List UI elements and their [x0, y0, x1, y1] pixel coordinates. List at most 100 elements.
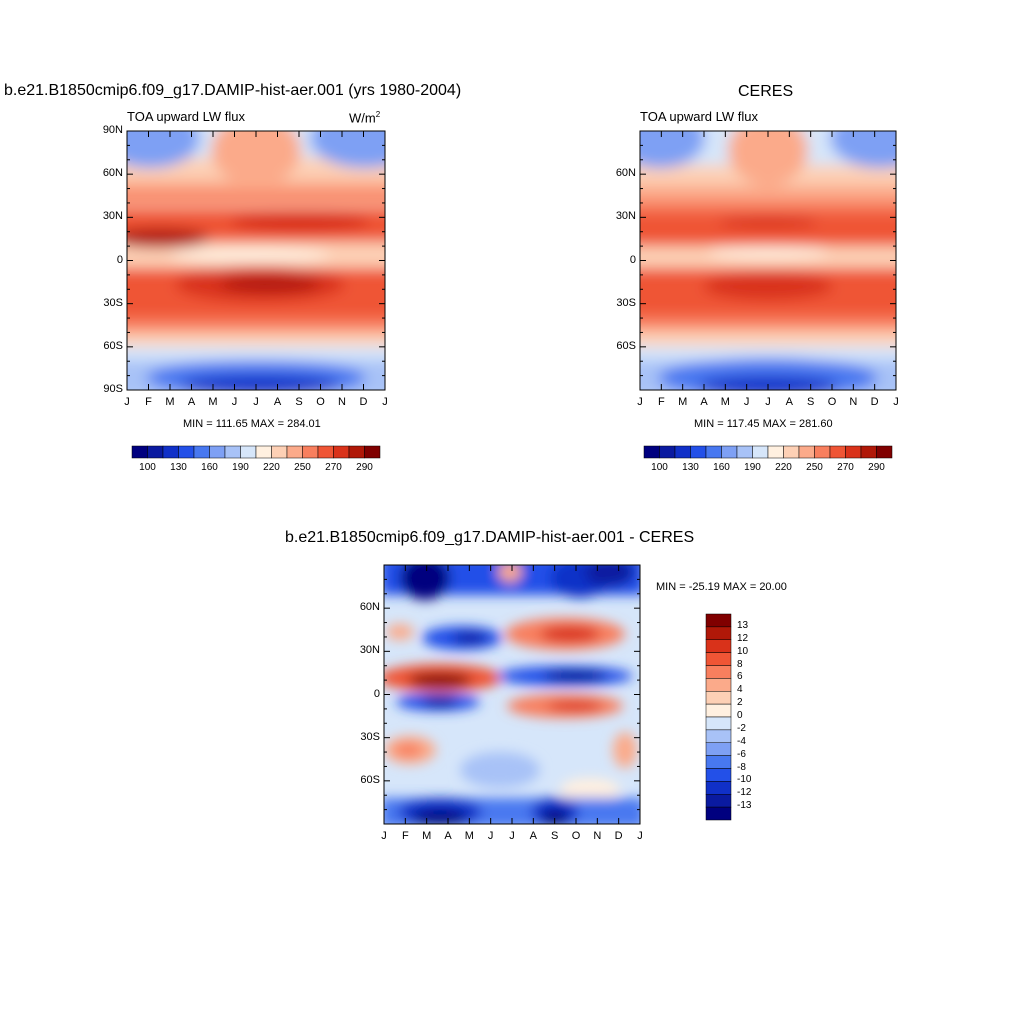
x-tick-label: A: [529, 830, 537, 842]
x-tick-label: J: [509, 830, 515, 842]
panel2-colorbar-swatch: [643, 445, 660, 459]
panel3-colorbar-label: 2: [737, 697, 743, 709]
x-tick-label: S: [806, 396, 815, 408]
panel1-colorbar-swatch: [162, 445, 179, 459]
panel1-colorbar-label: 190: [232, 462, 249, 473]
panel1-units: W/m2: [349, 110, 380, 125]
panel3-colorbar-label: 6: [737, 671, 743, 683]
panel3-colorbar-label: 12: [737, 632, 749, 644]
panel2-colorbar-swatch: [860, 445, 877, 459]
panel3-colorbar-label: -4: [737, 735, 746, 747]
y-tick-label: 30N: [102, 210, 123, 223]
x-tick-label: S: [550, 830, 559, 842]
panel2-colorbar-swatch: [705, 445, 722, 459]
panel1-colorbar-label: 220: [263, 462, 280, 473]
panel1-colorbar-label: 250: [294, 462, 311, 473]
x-tick-label: M: [464, 830, 474, 842]
x-tick-label: N: [593, 830, 602, 842]
panel1-colorbar-label: 270: [325, 462, 342, 473]
y-tick-label: 30S: [103, 296, 123, 309]
panel1-field: [127, 131, 385, 390]
x-tick-label: J: [743, 396, 750, 408]
panel2-colorbar-swatch: [767, 445, 784, 459]
x-tick-label: J: [765, 396, 771, 408]
panel2-colorbar-swatch: [845, 445, 862, 459]
panel3-colorbar-label: 0: [737, 710, 743, 721]
panel1-units-text: W/m: [349, 110, 376, 126]
x-tick-label: J: [637, 830, 643, 842]
x-tick-label: S: [295, 396, 303, 408]
panel2-colorbar-swatch: [674, 445, 691, 459]
panel2-colorbar-label: 250: [806, 462, 823, 473]
panel3-colorbar-swatch: [705, 742, 732, 756]
panel1-colorbar-swatch: [209, 445, 226, 459]
panel1-colorbar-swatch: [302, 445, 319, 459]
panel3-colorbar-swatch: [705, 768, 732, 782]
panel2-colorbar-swatch: [814, 445, 831, 459]
panel2-colorbar-label: 270: [837, 462, 854, 473]
panel2-colorbar-swatch: [829, 445, 846, 459]
panel2-colorbar-label: 130: [682, 462, 699, 473]
panel3-title: b.e21.B1850cmip6.f09_g17.DAMIP-hist-aer.…: [285, 529, 695, 546]
x-tick-label: D: [359, 396, 368, 408]
panel3-colorbar-swatch: [705, 703, 732, 718]
panel3-colorbar-swatch: [705, 613, 732, 628]
panel3-colorbar-label: -2: [737, 722, 746, 734]
panel1-colorbar-label: 100: [139, 462, 156, 473]
x-tick-label: O: [316, 396, 325, 408]
panel3-colorbar-label: -8: [737, 761, 746, 773]
panel1-colorbar-swatch: [271, 445, 288, 459]
x-tick-label: D: [870, 396, 879, 408]
y-tick-label: 30S: [616, 296, 636, 309]
x-tick-label: O: [827, 396, 837, 408]
panel2-colorbar-swatch: [736, 445, 753, 459]
panel3-colorbar-swatch: [705, 794, 732, 808]
panel2-stats: MIN = 117.45 MAX = 281.60: [694, 418, 833, 430]
y-tick-label: 90S: [103, 383, 123, 395]
x-tick-label: M: [720, 396, 730, 408]
panel1-colorbar-label: 130: [170, 462, 187, 473]
x-tick-label: J: [381, 830, 387, 842]
x-tick-label: F: [145, 396, 152, 408]
x-tick-label: A: [273, 396, 282, 408]
y-tick-label: 60S: [360, 773, 380, 786]
panel1-colorbar-swatch: [131, 445, 148, 459]
colorbar-layer: [131, 445, 893, 821]
panel2-colorbar-swatch: [783, 445, 800, 459]
panel2-colorbar-swatch: [659, 445, 676, 459]
panel1-colorbar-swatch: [255, 445, 272, 459]
y-tick-label: 0: [116, 253, 123, 266]
y-tick-label: 60N: [102, 167, 123, 180]
panel3-colorbar-swatch: [705, 639, 732, 653]
panel2-colorbar-label: 100: [651, 462, 668, 473]
panel1-colorbar-swatch: [147, 445, 164, 459]
panel3-colorbar-label: 4: [737, 684, 743, 696]
x-tick-label: N: [338, 396, 346, 408]
x-tick-label: F: [657, 396, 665, 408]
x-tick-label: M: [422, 830, 432, 842]
panel1-title: b.e21.B1850cmip6.f09_g17.DAMIP-hist-aer.…: [4, 82, 462, 99]
panel2-colorbar-label: 290: [868, 462, 885, 473]
x-tick-label: J: [124, 396, 130, 408]
x-tick-label: A: [700, 396, 708, 408]
panel2-colorbar-swatch: [721, 445, 738, 459]
panel3-colorbar-swatch: [705, 729, 732, 743]
y-tick-label: 60N: [615, 167, 636, 180]
x-tick-label: O: [571, 830, 581, 842]
panel1-colorbar-swatch: [240, 445, 257, 459]
y-tick-label: 60N: [359, 601, 380, 614]
panel3-colorbar-swatch: [705, 678, 732, 692]
x-tick-label: J: [637, 396, 643, 408]
panel3-colorbar-label: -13: [737, 800, 752, 812]
x-tick-label: J: [231, 396, 238, 408]
y-tick-label: 30N: [615, 210, 636, 223]
panel3-colorbar-swatch: [705, 806, 732, 821]
panel2-field: [640, 131, 896, 390]
panel2-colorbar-swatch: [752, 445, 769, 459]
y-tick-label: 30S: [360, 730, 380, 743]
panel2-colorbar-label: 190: [744, 462, 761, 473]
panel3-field: [384, 565, 640, 824]
ticks-layer: [126, 130, 897, 825]
panel1-colorbar-swatch: [286, 445, 303, 459]
